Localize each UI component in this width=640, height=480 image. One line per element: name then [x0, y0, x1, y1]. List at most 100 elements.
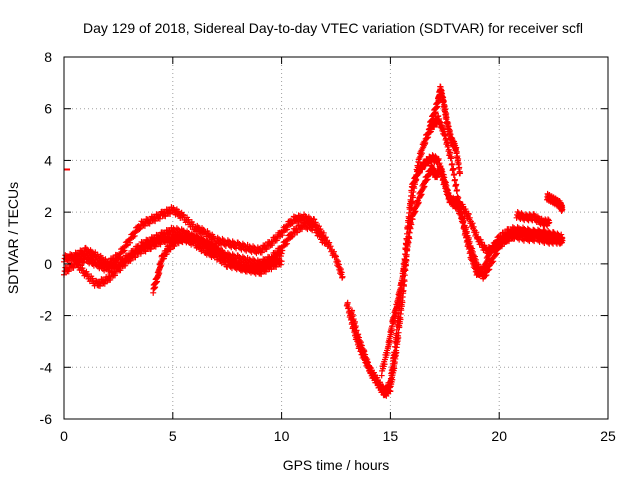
- data-point: [268, 266, 275, 273]
- data-point: [311, 221, 318, 228]
- data-point: [239, 261, 246, 268]
- data-point: [442, 131, 449, 138]
- data-point: [311, 216, 318, 223]
- data-point: [262, 268, 269, 275]
- data-point: [445, 146, 452, 153]
- data-point: [294, 229, 301, 236]
- data-point: [356, 337, 363, 344]
- data-point: [336, 264, 343, 271]
- data-point: [173, 225, 180, 232]
- data-point: [330, 248, 337, 255]
- data-point: [157, 241, 164, 248]
- x-tick-label: 20: [491, 428, 507, 444]
- y-tick-label: -4: [40, 359, 53, 375]
- data-point: [320, 235, 327, 242]
- data-point: [117, 267, 124, 274]
- data-point: [445, 142, 452, 149]
- data-point: [312, 224, 319, 231]
- data-point: [167, 210, 174, 217]
- data-point: [152, 218, 159, 225]
- data-point: [448, 155, 455, 162]
- data-point: [339, 273, 346, 280]
- data-point: [250, 243, 257, 250]
- data-point: [137, 225, 144, 232]
- data-point: [126, 239, 133, 246]
- data-point: [345, 304, 352, 311]
- data-point: [273, 237, 280, 244]
- y-tick-label: 0: [44, 256, 52, 272]
- data-point: [407, 198, 414, 205]
- data-point: [436, 118, 443, 125]
- data-point: [350, 316, 357, 323]
- data-point: [121, 247, 128, 254]
- y-axis-label: SDTVAR / TECUs: [5, 182, 21, 294]
- data-point: [316, 228, 322, 235]
- data-point: [263, 246, 270, 253]
- x-tick-label: 0: [60, 428, 68, 444]
- data-point: [273, 263, 280, 270]
- data-point: [344, 299, 351, 306]
- data-points: [61, 83, 566, 399]
- data-point: [333, 256, 340, 263]
- data-point: [80, 259, 87, 266]
- data-point: [545, 228, 552, 235]
- data-point: [435, 112, 442, 119]
- data-point: [393, 332, 400, 339]
- data-point: [351, 318, 358, 325]
- data-point: [353, 327, 360, 334]
- data-point: [101, 280, 108, 287]
- data-point: [288, 233, 295, 240]
- data-point: [362, 351, 369, 358]
- data-point: [97, 283, 104, 290]
- data-point: [408, 189, 415, 196]
- data-point: [284, 226, 291, 233]
- data-point: [365, 362, 372, 369]
- data-point: [239, 253, 246, 260]
- data-point: [278, 258, 285, 265]
- y-tick-label: 8: [44, 49, 52, 65]
- data-point: [333, 253, 339, 260]
- x-tick-label: 10: [274, 428, 290, 444]
- data-point: [301, 219, 308, 226]
- data-point: [131, 232, 138, 239]
- data-point: [440, 126, 447, 133]
- data-point: [115, 255, 122, 262]
- data-point: [73, 256, 80, 263]
- data-point: [279, 232, 286, 239]
- data-point: [438, 122, 445, 129]
- data-point: [435, 155, 442, 162]
- data-point: [146, 220, 153, 227]
- data-point: [447, 149, 454, 156]
- data-point: [449, 160, 456, 167]
- data-point: [219, 235, 226, 242]
- data-point: [289, 232, 296, 239]
- data-point: [355, 331, 362, 338]
- data-point: [123, 242, 130, 249]
- data-point: [282, 241, 289, 248]
- data-point: [132, 254, 139, 261]
- data-point: [137, 250, 144, 257]
- data-point: [452, 176, 458, 183]
- data-point: [364, 356, 371, 363]
- data-point: [235, 239, 242, 246]
- data-point: [141, 222, 148, 229]
- data-point: [358, 339, 365, 346]
- data-point: [349, 307, 356, 314]
- data-point: [439, 125, 446, 132]
- data-point: [78, 262, 84, 269]
- data-point: [352, 323, 359, 330]
- data-point: [277, 249, 284, 256]
- data-point: [258, 249, 265, 256]
- data-point: [235, 252, 242, 259]
- data-point: [305, 220, 312, 227]
- data-point: [162, 213, 169, 220]
- data-point: [122, 262, 129, 269]
- data-point: [355, 334, 362, 341]
- data-point: [335, 258, 342, 265]
- data-point: [277, 261, 284, 268]
- data-point: [332, 252, 339, 259]
- data-point: [229, 251, 236, 258]
- data-point: [540, 226, 547, 233]
- data-point: [112, 272, 118, 279]
